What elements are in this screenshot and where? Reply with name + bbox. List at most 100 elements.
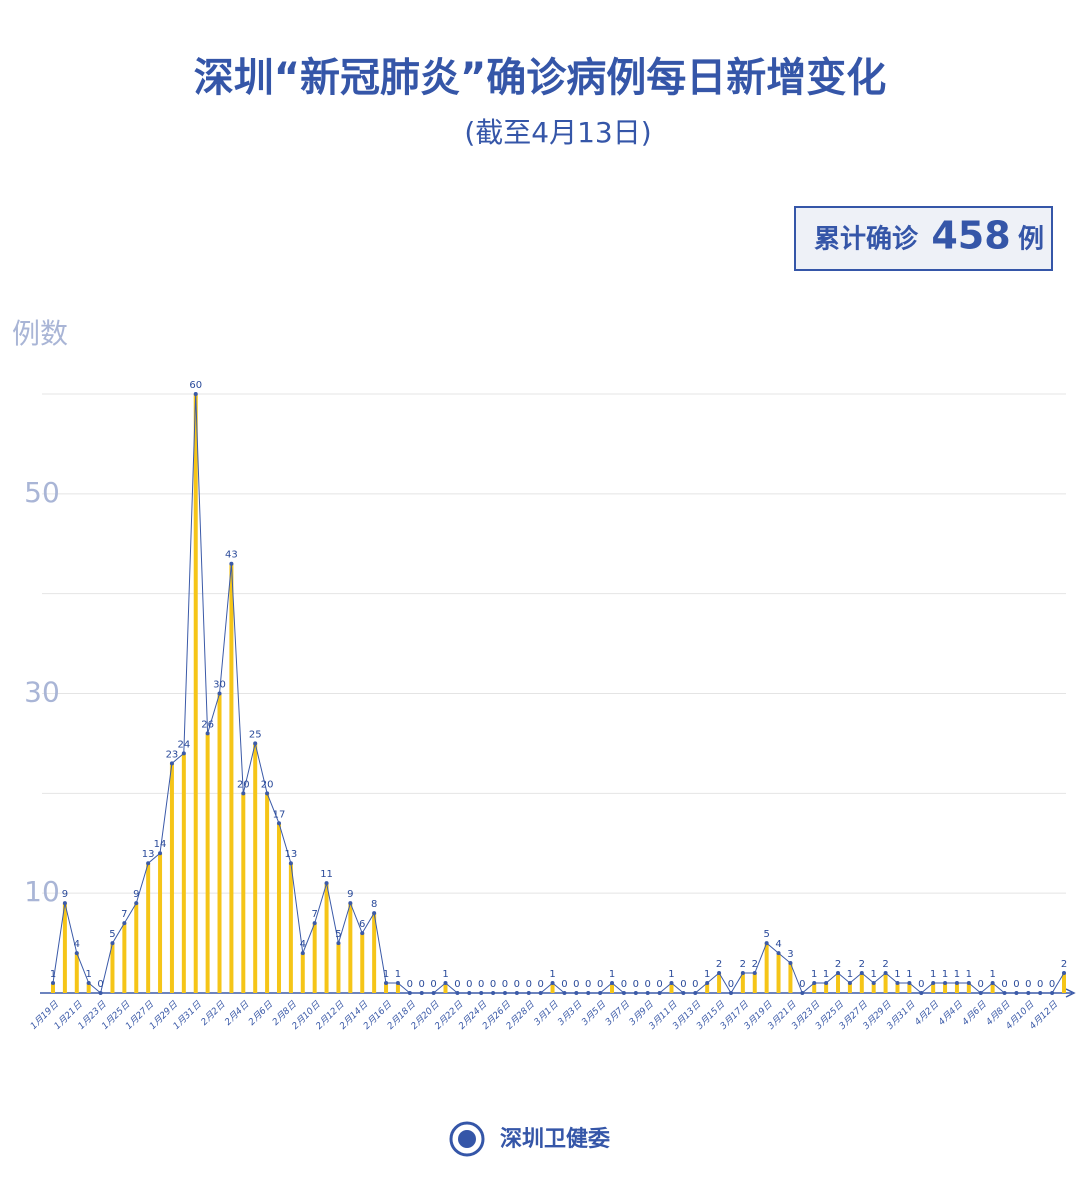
point <box>705 981 710 986</box>
point <box>931 981 936 986</box>
value-label: 0 <box>621 979 627 990</box>
point <box>586 991 591 995</box>
point <box>491 991 496 995</box>
value-label: 1 <box>942 969 948 980</box>
point <box>728 991 733 995</box>
value-label: 5 <box>763 929 769 940</box>
bar <box>134 903 139 993</box>
bar <box>705 983 710 993</box>
point <box>1014 991 1019 995</box>
point <box>1002 991 1007 995</box>
value-label: 1 <box>894 969 900 980</box>
point <box>98 991 103 995</box>
value-label: 1 <box>442 969 448 980</box>
point <box>265 791 270 796</box>
bar <box>883 973 888 993</box>
bar <box>824 983 829 993</box>
bar <box>859 973 864 993</box>
point <box>407 991 412 995</box>
y-tick-label: 10 <box>24 875 60 908</box>
point <box>907 981 912 986</box>
point <box>693 991 698 995</box>
point <box>633 991 638 995</box>
point <box>883 971 888 976</box>
point <box>776 951 781 956</box>
value-label: 0 <box>537 979 543 990</box>
value-label: 2 <box>859 959 865 970</box>
value-label: 0 <box>526 979 532 990</box>
bar <box>931 983 936 993</box>
point <box>657 991 662 995</box>
bar <box>669 983 674 993</box>
bar <box>836 973 841 993</box>
summary-box <box>794 206 1053 271</box>
bar <box>158 853 163 993</box>
x-tick-label: 2月2日 <box>199 998 228 1027</box>
logo <box>449 1121 485 1157</box>
value-label: 1 <box>549 969 555 980</box>
point <box>134 901 139 906</box>
bar <box>181 753 186 993</box>
bar <box>265 793 270 993</box>
value-label: 1 <box>954 969 960 980</box>
bar <box>764 943 769 993</box>
bar <box>348 903 353 993</box>
point <box>348 901 353 906</box>
point <box>360 931 365 936</box>
value-label: 0 <box>1001 979 1007 990</box>
bar <box>110 943 115 993</box>
x-tick-label: 4月4日 <box>936 998 965 1027</box>
x-tick-label: 2月4日 <box>223 998 252 1027</box>
point <box>74 951 79 956</box>
bar <box>193 394 198 993</box>
bar <box>610 983 615 993</box>
value-label: 4 <box>74 939 80 950</box>
bar <box>384 983 389 993</box>
value-label: 1 <box>668 969 674 980</box>
value-label: 60 <box>189 380 202 391</box>
value-label: 0 <box>573 979 579 990</box>
bar <box>62 903 67 993</box>
value-label: 3 <box>787 949 793 960</box>
point <box>110 941 115 946</box>
point <box>455 991 460 995</box>
point <box>1062 971 1066 976</box>
value-label: 30 <box>213 680 226 691</box>
point <box>764 941 769 946</box>
value-label: 2 <box>835 959 841 970</box>
x-tick-label: 2月6日 <box>246 998 275 1027</box>
bar <box>217 693 222 993</box>
y-tick-label: 30 <box>24 676 60 709</box>
value-label: 2 <box>752 959 758 970</box>
point <box>276 821 281 826</box>
bar <box>241 793 246 993</box>
point <box>919 991 924 995</box>
bar <box>288 863 293 993</box>
bar <box>812 983 817 993</box>
value-label: 0 <box>1037 979 1043 990</box>
point <box>978 991 983 995</box>
value-label: 8 <box>371 899 377 910</box>
point <box>621 991 626 995</box>
x-tick-label: 3月7日 <box>603 998 632 1027</box>
value-label: 43 <box>225 550 238 561</box>
point <box>669 981 674 986</box>
value-label: 0 <box>466 979 472 990</box>
value-label: 0 <box>680 979 686 990</box>
point <box>562 991 567 995</box>
value-label: 1 <box>847 969 853 980</box>
bar <box>122 923 127 993</box>
point <box>954 981 959 986</box>
bar <box>752 973 757 993</box>
value-label: 26 <box>201 719 214 730</box>
value-label: 1 <box>704 969 710 980</box>
value-label: 11 <box>320 869 333 880</box>
point <box>836 971 841 976</box>
y-axis-label: 例数 <box>12 317 68 350</box>
point <box>395 981 400 986</box>
value-label: 0 <box>978 979 984 990</box>
value-label: 17 <box>273 809 286 820</box>
point <box>181 751 186 756</box>
line <box>52 393 1065 994</box>
point <box>1038 991 1043 995</box>
